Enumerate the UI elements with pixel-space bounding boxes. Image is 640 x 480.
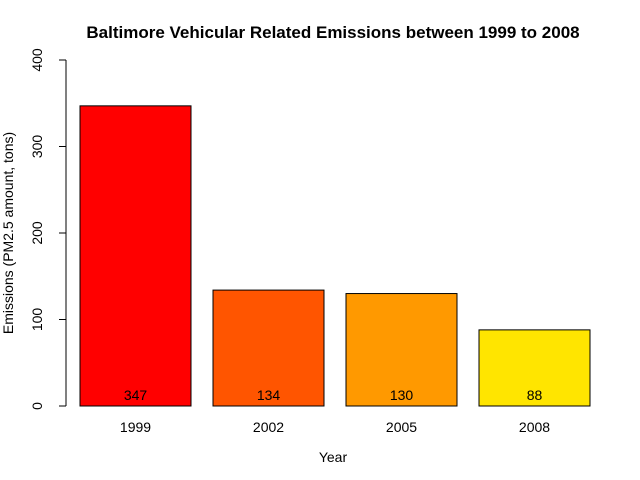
x-tick-labels: 1999 2002 2005 2008 [120,419,550,435]
chart-title: Baltimore Vehicular Related Emissions be… [86,23,579,42]
x-tick-label-2005: 2005 [386,419,417,435]
bar-2005 [345,293,458,407]
y-tick-label-0: 0 [29,402,45,410]
bar-2002 [212,289,325,407]
data-label-2002: 134 [257,387,281,403]
data-label-1999: 347 [124,387,148,403]
data-label-2008: 88 [527,387,543,403]
x-tick-label-1999: 1999 [120,419,151,435]
data-label-2005: 130 [390,387,414,403]
y-axis: 0 100 200 300 400 [29,48,67,410]
y-axis-title: Emissions (PM2.5 amount, tons) [0,132,16,334]
y-tick-label-100: 100 [29,308,45,332]
x-tick-label-2002: 2002 [253,419,284,435]
x-axis-title: Year [319,449,348,465]
data-labels-layer: 347 134 130 88 [124,387,543,403]
bar-2008 [478,329,591,407]
y-tick-label-200: 200 [29,221,45,245]
y-tick-label-300: 300 [29,135,45,159]
bars-layer [79,105,591,407]
y-tick-label-400: 400 [29,48,45,72]
y-ticks: 0 100 200 300 400 [29,48,66,410]
bar-1999 [79,105,192,407]
x-tick-label-2008: 2008 [519,419,550,435]
